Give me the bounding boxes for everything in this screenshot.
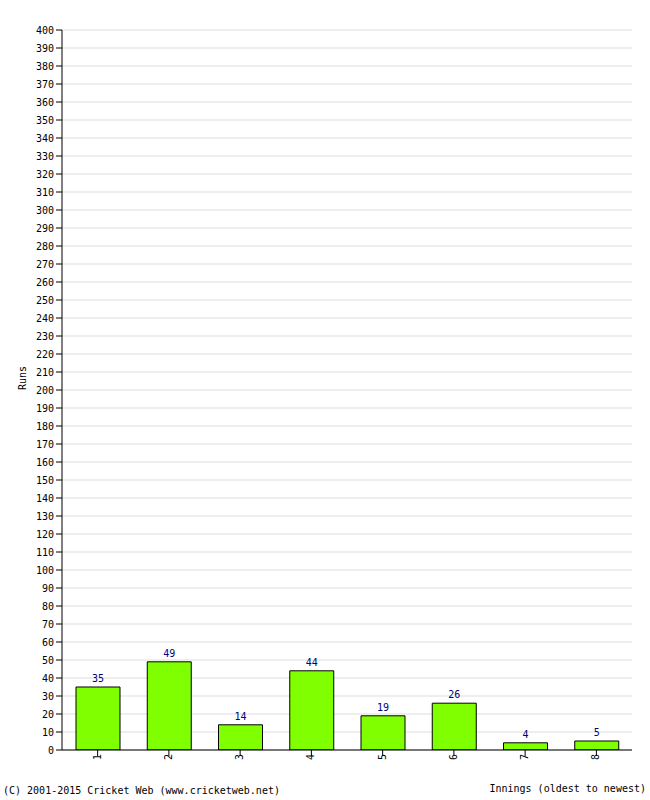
svg-text:7: 7: [519, 754, 530, 760]
svg-text:300: 300: [36, 205, 54, 216]
svg-text:50: 50: [42, 655, 54, 666]
svg-text:80: 80: [42, 601, 54, 612]
svg-text:230: 230: [36, 331, 54, 342]
svg-text:1: 1: [92, 754, 103, 760]
svg-text:6: 6: [448, 754, 459, 760]
svg-text:320: 320: [36, 169, 54, 180]
svg-text:20: 20: [42, 709, 54, 720]
svg-text:200: 200: [36, 385, 54, 396]
svg-text:14: 14: [234, 711, 246, 722]
svg-text:360: 360: [36, 97, 54, 108]
svg-text:190: 190: [36, 403, 54, 414]
svg-text:250: 250: [36, 295, 54, 306]
svg-text:4: 4: [305, 754, 316, 760]
svg-text:380: 380: [36, 61, 54, 72]
svg-text:120: 120: [36, 529, 54, 540]
svg-text:240: 240: [36, 313, 54, 324]
svg-text:10: 10: [42, 727, 54, 738]
svg-text:70: 70: [42, 619, 54, 630]
svg-text:260: 260: [36, 277, 54, 288]
svg-text:370: 370: [36, 79, 54, 90]
svg-text:90: 90: [42, 583, 54, 594]
svg-text:5: 5: [377, 754, 388, 760]
svg-text:3: 3: [234, 754, 245, 760]
svg-text:290: 290: [36, 223, 54, 234]
svg-text:110: 110: [36, 547, 54, 558]
svg-text:2: 2: [163, 754, 174, 760]
svg-text:140: 140: [36, 493, 54, 504]
svg-text:330: 330: [36, 151, 54, 162]
svg-text:160: 160: [36, 457, 54, 468]
svg-text:35: 35: [92, 673, 104, 684]
svg-text:19: 19: [377, 702, 389, 713]
svg-text:270: 270: [36, 259, 54, 270]
svg-text:350: 350: [36, 115, 54, 126]
svg-text:0: 0: [48, 745, 54, 756]
svg-text:Innings (oldest to newest): Innings (oldest to newest): [489, 783, 642, 794]
svg-text:5: 5: [594, 727, 600, 738]
svg-text:49: 49: [163, 648, 175, 659]
svg-text:400: 400: [36, 25, 54, 36]
svg-text:40: 40: [42, 673, 54, 684]
svg-text:220: 220: [36, 349, 54, 360]
html-text:(C) 2001-2015 Cricket Web (www: (C) 2001-2015 Cricket Web (www.cricketwe…: [3, 785, 280, 796]
svg-text:60: 60: [42, 637, 54, 648]
svg-text:26: 26: [448, 689, 460, 700]
svg-text:390: 390: [36, 43, 54, 54]
svg-text:340: 340: [36, 133, 54, 144]
svg-text:310: 310: [36, 187, 54, 198]
svg-text:170: 170: [36, 439, 54, 450]
svg-text:180: 180: [36, 421, 54, 432]
svg-text:130: 130: [36, 511, 54, 522]
svg-text:150: 150: [36, 475, 54, 486]
svg-text:210: 210: [36, 367, 54, 378]
svg-text:100: 100: [36, 565, 54, 576]
svg-text:8: 8: [590, 754, 601, 760]
svg-text:30: 30: [42, 691, 54, 702]
svg-text:Runs: Runs: [17, 366, 28, 390]
svg-text:280: 280: [36, 241, 54, 252]
svg-text:44: 44: [306, 657, 318, 668]
svg-text:4: 4: [522, 729, 528, 740]
